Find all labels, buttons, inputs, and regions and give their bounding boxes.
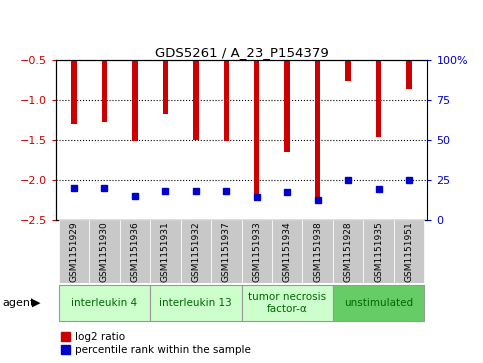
Bar bbox=[284, 20, 290, 152]
Text: ▶: ▶ bbox=[32, 298, 41, 308]
Text: GSM1151934: GSM1151934 bbox=[283, 221, 292, 282]
Text: agent: agent bbox=[2, 298, 35, 308]
Text: GSM1151928: GSM1151928 bbox=[344, 221, 353, 282]
Bar bbox=[181, 220, 211, 283]
Text: unstimulated: unstimulated bbox=[344, 298, 413, 308]
Bar bbox=[333, 220, 363, 283]
Bar bbox=[193, 20, 199, 140]
Text: GSM1151935: GSM1151935 bbox=[374, 221, 383, 282]
Bar bbox=[394, 220, 425, 283]
Bar bbox=[163, 20, 168, 114]
Text: GSM1151932: GSM1151932 bbox=[191, 221, 200, 282]
Text: GSM1151931: GSM1151931 bbox=[161, 221, 170, 282]
Bar bbox=[242, 220, 272, 283]
Bar bbox=[224, 20, 229, 141]
Text: GSM1151951: GSM1151951 bbox=[405, 221, 413, 282]
Legend: log2 ratio, percentile rank within the sample: log2 ratio, percentile rank within the s… bbox=[61, 332, 251, 355]
Bar bbox=[315, 20, 320, 204]
Bar bbox=[89, 220, 120, 283]
Text: GSM1151929: GSM1151929 bbox=[70, 221, 78, 282]
Bar bbox=[254, 20, 259, 197]
Bar bbox=[333, 285, 425, 321]
Text: GSM1151936: GSM1151936 bbox=[130, 221, 139, 282]
Bar bbox=[376, 20, 382, 136]
Text: GSM1151937: GSM1151937 bbox=[222, 221, 231, 282]
Bar bbox=[132, 20, 138, 141]
Text: interleukin 13: interleukin 13 bbox=[159, 298, 232, 308]
Bar bbox=[345, 20, 351, 81]
Bar bbox=[406, 20, 412, 89]
Title: GDS5261 / A_23_P154379: GDS5261 / A_23_P154379 bbox=[155, 46, 328, 59]
Bar bbox=[363, 220, 394, 283]
Bar bbox=[302, 220, 333, 283]
Bar bbox=[58, 285, 150, 321]
Text: GSM1151933: GSM1151933 bbox=[252, 221, 261, 282]
Text: GSM1151930: GSM1151930 bbox=[100, 221, 109, 282]
Text: tumor necrosis
factor-α: tumor necrosis factor-α bbox=[248, 292, 327, 314]
Bar bbox=[101, 20, 107, 122]
Text: GSM1151938: GSM1151938 bbox=[313, 221, 322, 282]
Bar bbox=[150, 220, 181, 283]
Bar bbox=[71, 20, 77, 124]
Bar bbox=[58, 220, 89, 283]
Bar bbox=[150, 285, 242, 321]
Bar bbox=[120, 220, 150, 283]
Bar bbox=[242, 285, 333, 321]
Text: interleukin 4: interleukin 4 bbox=[71, 298, 137, 308]
Bar bbox=[272, 220, 302, 283]
Bar bbox=[211, 220, 242, 283]
